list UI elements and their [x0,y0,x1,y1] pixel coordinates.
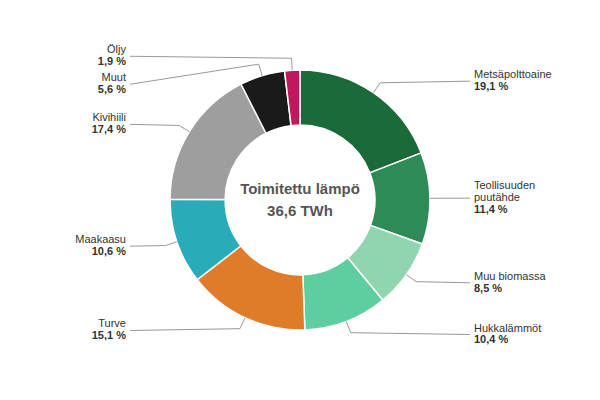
category-label: Hukkalämmöt [474,321,541,333]
value-label: 10,4 % [474,333,508,345]
leader-line [130,318,245,331]
category-label-line: Metsäpolttoaine [474,68,552,80]
leader-line [346,321,470,334]
value-label: 19,1 % [474,80,508,92]
category-label-line: Hukkalämmöt [474,321,541,333]
leader-line [406,275,470,283]
leader-line [130,242,177,246]
category-label-line: Kivihiili [92,111,126,123]
category-label-line: puutähde [474,191,520,203]
value-label: 5,6 % [98,83,126,95]
slice [285,70,300,126]
leader-line [130,124,189,131]
value-label: 11,4 % [474,203,508,215]
category-label: Metsäpolttoaine [474,68,552,80]
category-label: Öljy [107,43,126,55]
slices [170,70,430,330]
slice [241,71,291,133]
chart-container: Toimitettu lämpö36,6 TWhMetsäpolttoaine1… [0,0,600,400]
value-label: 1,9 % [98,55,126,67]
category-label-line: Muut [102,71,126,83]
value-label: 17,4 % [92,123,126,135]
category-label: Turve [98,317,126,329]
leader-line [430,198,470,199]
category-label: Kivihiili [92,111,126,123]
category-label: Maakaasu [75,233,126,245]
title: Toimitettu lämpö [240,180,360,197]
category-label-line: Turve [98,317,126,329]
slice [170,199,241,279]
data-labels: Metsäpolttoaine19,1 % Teollisuudenpuutähd… [75,43,551,345]
leader-line [130,64,262,84]
category-label: Muu biomassa [474,270,546,282]
category-label-line: Teollisuuden [474,179,535,191]
plot: Toimitettu lämpö36,6 TWhMetsäpolttoaine1… [75,43,551,345]
value-label: 10,6 % [92,245,126,257]
category-label-line: Öljy [107,43,126,55]
category-label-line: Muu biomassa [474,270,546,282]
leader-line [130,56,292,70]
slice [300,70,421,173]
subtitle: 36,6 TWh [267,202,333,219]
category-label: Muut [102,71,126,83]
slice [303,258,383,330]
value-label: 15,1 % [92,329,126,341]
category-label: Teollisuudenpuutähde [474,179,535,203]
chart: Toimitettu lämpö36,6 TWhMetsäpolttoaine1… [0,0,600,400]
category-label-line: Maakaasu [75,233,126,245]
leader-line [373,81,470,93]
value-label: 8,5 % [474,282,502,294]
